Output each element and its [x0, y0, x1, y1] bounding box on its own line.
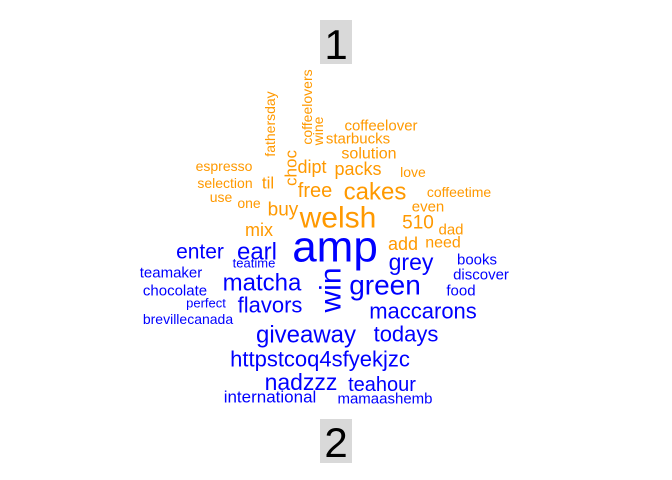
word-fathersday: fathersday: [262, 91, 278, 156]
word-perfect: perfect: [186, 296, 226, 311]
word-flavors: flavors: [238, 293, 303, 318]
word-even: even: [412, 199, 445, 216]
word-earl: earl: [237, 239, 277, 266]
word-starbucks: starbucks: [326, 131, 390, 148]
word-packs: packs: [334, 159, 381, 179]
word-need: need: [425, 235, 461, 252]
word-nadzzz: nadzzz: [265, 369, 338, 395]
word-maccarons: maccarons: [369, 299, 477, 324]
word-cloud-words: coffeelovers fathersday wine coffeeloversta…: [140, 69, 509, 407]
word-green: green: [349, 270, 421, 301]
word-til: til: [262, 174, 274, 193]
word-choc: choc: [282, 150, 301, 186]
word-international: international: [224, 388, 317, 407]
word-selection: selection: [197, 175, 252, 191]
word-matcha: matcha: [223, 270, 302, 297]
word-add: add: [388, 234, 418, 254]
word-teahour: teahour: [348, 374, 416, 396]
group-label-1: 1: [320, 20, 352, 68]
word-espresso: espresso: [196, 158, 253, 174]
word-enter: enter: [176, 241, 224, 264]
word-books: books: [457, 252, 497, 269]
word-dipt: dipt: [297, 157, 326, 177]
word-teamaker: teamaker: [140, 265, 203, 282]
word-welsh: welsh: [299, 202, 377, 235]
word-amp: amp: [292, 223, 378, 272]
word-510: 510: [402, 213, 434, 234]
group-label-1-text: 1: [324, 21, 347, 68]
word-coffeetime: coffeetime: [427, 184, 492, 200]
word-todays: todays: [374, 322, 439, 347]
word-free: free: [298, 180, 332, 202]
word-one: one: [237, 195, 261, 211]
word-teatime: teatime: [233, 256, 276, 271]
word-httpstcoq4sfyekjzc: httpstcoq4sfyekjzc: [230, 347, 410, 372]
word-mix: mix: [245, 220, 273, 240]
group-label-2-box: [320, 419, 352, 463]
word-wine: wine: [310, 116, 326, 146]
word-dad: dad: [438, 222, 463, 239]
word-love: love: [400, 164, 426, 180]
word-use: use: [210, 189, 233, 205]
word-buy: buy: [268, 200, 299, 221]
word-discover: discover: [453, 267, 509, 284]
word-grey: grey: [389, 249, 434, 275]
word-chocolate: chocolate: [143, 283, 207, 300]
word-win: win: [315, 267, 348, 313]
word-mamaashemb: mamaashemb: [337, 391, 432, 408]
word-food: food: [446, 283, 475, 300]
word-giveaway: giveaway: [256, 322, 356, 349]
group-label-2-text: 2: [324, 419, 347, 466]
group-label-1-box: [320, 20, 352, 64]
word-cakes: cakes: [344, 179, 407, 206]
word-coffeelover: coffeelover: [344, 118, 417, 135]
group-label-2: 2: [320, 419, 352, 466]
word-solution: solution: [341, 146, 396, 163]
word-coffeelovers: coffeelovers: [299, 69, 315, 144]
word-brevillecanada: brevillecanada: [143, 311, 233, 327]
